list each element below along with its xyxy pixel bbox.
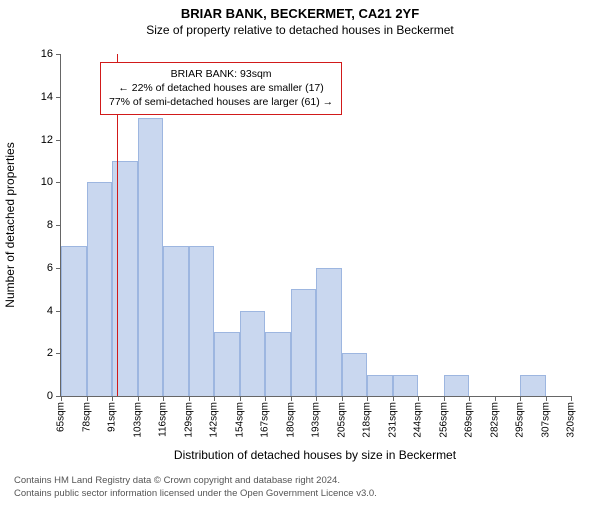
x-tick-label: 78sqm	[81, 402, 92, 432]
histogram-bar	[189, 246, 215, 396]
histogram-bar	[265, 332, 291, 396]
x-tick-label: 282sqm	[489, 402, 500, 438]
x-tick-label: 167sqm	[260, 402, 271, 438]
histogram-bar	[520, 375, 546, 396]
x-tick-label: 65sqm	[56, 402, 67, 432]
x-tick-label: 295sqm	[515, 402, 526, 438]
y-tick-label: 12	[41, 134, 61, 146]
y-tick-label: 0	[47, 390, 61, 402]
info-box-line: BRIAR BANK: 93sqm	[109, 67, 333, 81]
chart-title-sub: Size of property relative to detached ho…	[0, 23, 600, 37]
histogram-bar	[61, 246, 87, 396]
histogram-bar	[163, 246, 189, 396]
x-tick-label: 256sqm	[438, 402, 449, 438]
x-tick-label: 91sqm	[107, 402, 118, 432]
x-tick-label: 307sqm	[540, 402, 551, 438]
histogram-bar	[393, 375, 419, 396]
y-tick-label: 4	[47, 305, 61, 317]
x-tick-label: 269sqm	[464, 402, 475, 438]
reference-info-box: BRIAR BANK: 93sqm ← 22% of detached hous…	[100, 62, 342, 115]
x-tick-label: 142sqm	[209, 402, 220, 438]
y-tick-label: 16	[41, 48, 61, 60]
footer-line: Contains HM Land Registry data © Crown c…	[14, 475, 377, 487]
x-tick-label: 231sqm	[387, 402, 398, 438]
histogram-bar	[214, 332, 240, 396]
x-tick-label: 218sqm	[362, 402, 373, 438]
histogram-bar	[112, 161, 138, 396]
histogram-bar	[367, 375, 393, 396]
histogram-bar	[240, 311, 266, 397]
y-tick-label: 8	[47, 219, 61, 231]
x-tick-label: 205sqm	[336, 402, 347, 438]
x-tick-label: 103sqm	[132, 402, 143, 438]
histogram-bar	[316, 268, 342, 396]
y-tick-label: 2	[47, 347, 61, 359]
x-axis-label: Distribution of detached houses by size …	[174, 448, 456, 462]
x-tick-label: 129sqm	[183, 402, 194, 438]
info-box-line: ← 22% of detached houses are smaller (17…	[109, 81, 333, 95]
histogram-bar	[444, 375, 470, 396]
y-tick-label: 10	[41, 176, 61, 188]
footer-line: Contains public sector information licen…	[14, 488, 377, 500]
x-tick-label: 180sqm	[285, 402, 296, 438]
y-axis-label: Number of detached properties	[3, 142, 17, 307]
histogram-bar	[138, 118, 164, 396]
x-tick-label: 320sqm	[566, 402, 577, 438]
info-box-line: 77% of semi-detached houses are larger (…	[109, 95, 333, 109]
attribution-footer: Contains HM Land Registry data © Crown c…	[14, 475, 377, 500]
chart-title-main: BRIAR BANK, BECKERMET, CA21 2YF	[0, 6, 600, 21]
x-tick-label: 154sqm	[234, 402, 245, 438]
histogram-bar	[291, 289, 317, 396]
x-tick-label: 116sqm	[158, 402, 169, 437]
y-tick-label: 14	[41, 91, 61, 103]
x-tick-label: 193sqm	[311, 402, 322, 438]
histogram-bar	[342, 353, 368, 396]
y-tick-label: 6	[47, 262, 61, 274]
x-tick-label: 244sqm	[413, 402, 424, 438]
histogram-bar	[87, 182, 113, 396]
